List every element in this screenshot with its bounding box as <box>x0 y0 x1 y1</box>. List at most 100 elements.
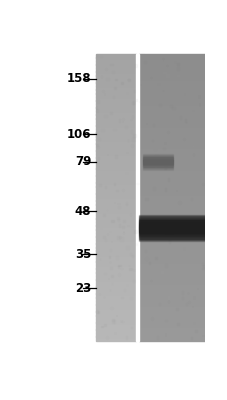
Bar <box>138 157 204 162</box>
Text: 35: 35 <box>74 248 91 261</box>
Bar <box>201 268 204 269</box>
Bar <box>121 82 123 84</box>
Bar <box>123 289 124 291</box>
Bar <box>155 257 156 259</box>
Bar <box>138 229 204 233</box>
Bar <box>138 300 204 305</box>
Bar <box>126 152 127 153</box>
Bar <box>155 220 156 223</box>
Bar <box>182 248 184 250</box>
Bar <box>112 320 114 323</box>
Bar <box>138 75 204 79</box>
Bar <box>143 160 173 161</box>
Bar <box>99 293 100 295</box>
Bar <box>188 291 189 292</box>
Bar <box>143 167 173 168</box>
Bar <box>138 79 204 83</box>
Bar <box>138 114 204 119</box>
Bar <box>110 240 111 242</box>
Bar <box>138 326 204 330</box>
Bar <box>95 144 98 146</box>
Bar <box>168 106 169 108</box>
Bar <box>138 294 204 298</box>
Bar <box>154 165 155 166</box>
Bar <box>184 119 185 122</box>
Bar <box>112 71 113 73</box>
Bar <box>138 222 204 226</box>
Bar <box>138 243 204 248</box>
Bar <box>138 261 204 266</box>
Bar <box>138 72 204 76</box>
Bar <box>130 327 132 328</box>
Bar <box>163 165 164 166</box>
Bar <box>169 161 171 162</box>
Bar <box>95 304 136 308</box>
Bar <box>138 57 204 61</box>
Bar <box>126 239 127 242</box>
Bar <box>145 237 146 240</box>
Bar <box>116 236 119 239</box>
Bar <box>178 201 180 204</box>
Bar <box>179 122 180 124</box>
Bar <box>162 60 163 62</box>
Bar <box>138 93 204 97</box>
Bar <box>198 103 199 106</box>
Bar <box>168 67 169 70</box>
Bar <box>160 294 161 296</box>
Bar <box>192 216 194 218</box>
Bar <box>150 77 151 78</box>
Bar <box>156 336 157 339</box>
Bar <box>109 267 111 270</box>
Bar <box>103 93 105 95</box>
Bar <box>143 157 173 158</box>
Bar <box>102 296 104 298</box>
Bar <box>138 232 204 237</box>
Bar <box>185 303 186 305</box>
Bar <box>138 64 204 68</box>
Bar <box>180 178 182 180</box>
Bar <box>95 106 97 109</box>
Bar <box>138 147 204 151</box>
Bar <box>138 333 204 337</box>
Bar <box>148 57 150 59</box>
Bar <box>143 166 173 167</box>
Bar <box>138 186 204 190</box>
Bar <box>121 297 122 298</box>
Bar <box>144 250 145 252</box>
Bar <box>95 208 136 212</box>
Bar <box>105 239 106 241</box>
Bar <box>175 70 177 72</box>
Bar <box>133 101 134 104</box>
Bar <box>95 243 136 248</box>
Bar <box>138 193 204 197</box>
Bar <box>187 301 189 303</box>
Bar <box>106 78 108 80</box>
Bar <box>95 333 136 337</box>
Bar <box>138 228 204 229</box>
Bar <box>95 247 136 251</box>
Bar <box>143 154 173 155</box>
Bar <box>166 130 169 134</box>
Bar <box>118 236 120 238</box>
Bar <box>148 262 149 264</box>
Bar <box>118 265 120 266</box>
Bar <box>95 172 136 176</box>
Bar <box>133 134 135 136</box>
Bar <box>166 74 168 77</box>
Text: 79: 79 <box>74 156 91 168</box>
Bar <box>189 330 191 331</box>
Bar <box>96 152 98 154</box>
Bar <box>138 235 204 236</box>
Bar <box>138 258 204 262</box>
Bar <box>95 254 136 258</box>
Bar <box>138 122 204 126</box>
Bar <box>117 203 119 204</box>
Bar <box>157 333 159 334</box>
Bar <box>183 278 185 279</box>
Bar <box>151 140 153 141</box>
Bar <box>95 161 136 165</box>
Text: 158: 158 <box>66 72 91 85</box>
Bar <box>138 220 204 221</box>
Bar <box>106 154 108 156</box>
Bar <box>95 272 136 276</box>
